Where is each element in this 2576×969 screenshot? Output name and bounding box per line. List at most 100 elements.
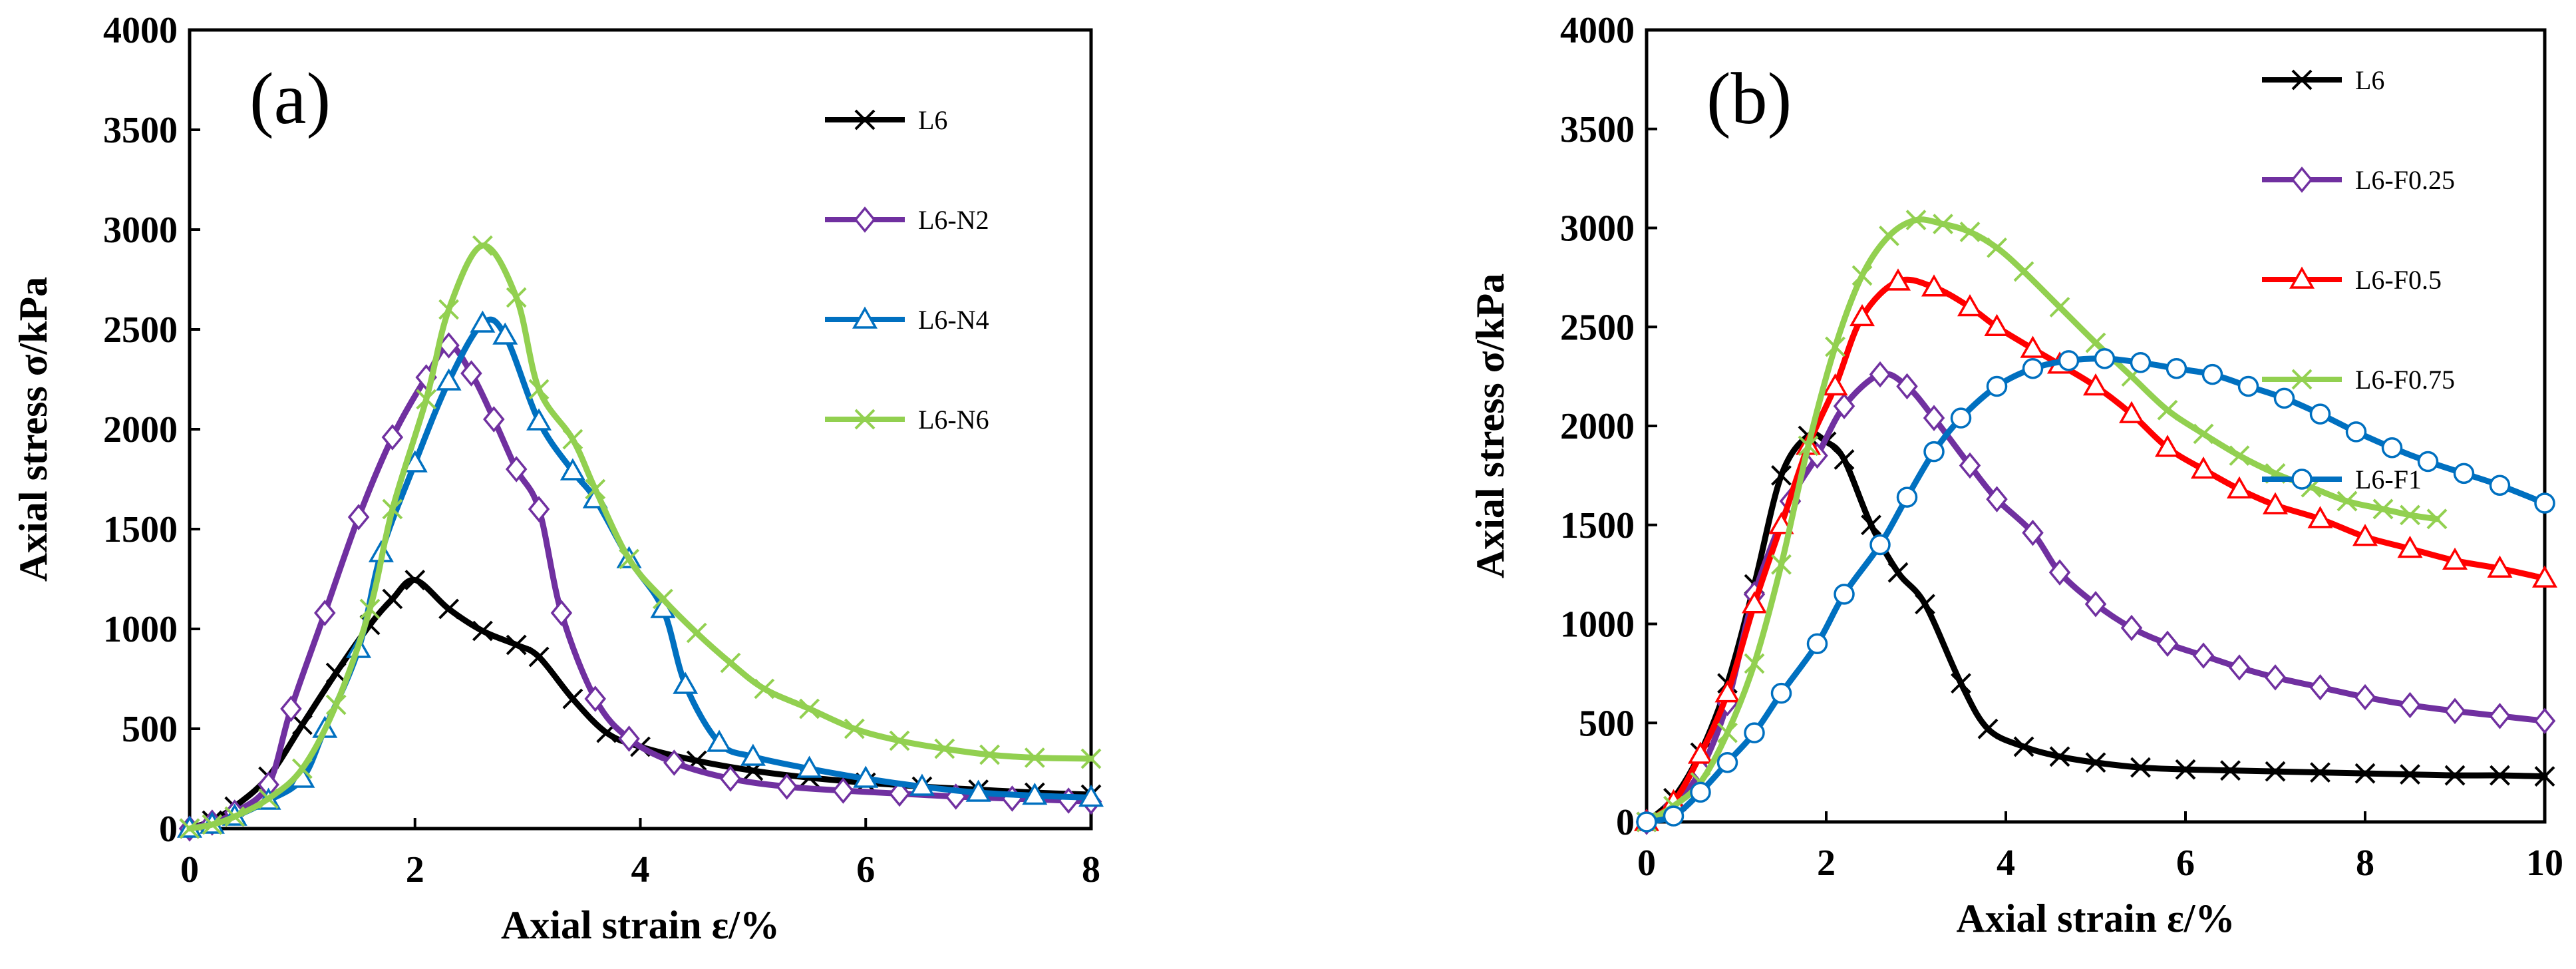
data-point bbox=[2265, 761, 2286, 782]
legend-label: L6-F0.5 bbox=[2355, 265, 2442, 295]
data-point bbox=[2273, 387, 2295, 409]
x-tick-label: 2 bbox=[1817, 843, 1836, 884]
legend-item: L6-N2 bbox=[825, 205, 989, 235]
data-point bbox=[1744, 722, 1765, 743]
data-point bbox=[2094, 348, 2116, 369]
data-point bbox=[2352, 524, 2378, 546]
legend-label: L6-F0.75 bbox=[2355, 365, 2455, 395]
data-point bbox=[2013, 261, 2034, 282]
data-point bbox=[1690, 781, 1711, 803]
data-point bbox=[1744, 653, 1765, 674]
data-point bbox=[2166, 357, 2187, 379]
x-tick-label: 8 bbox=[1082, 849, 1100, 890]
data-point bbox=[506, 287, 527, 308]
y-tick-label: 1500 bbox=[103, 509, 178, 550]
data-point bbox=[562, 688, 583, 709]
data-point bbox=[2372, 498, 2394, 520]
data-point bbox=[560, 458, 585, 481]
legend-marker bbox=[2291, 469, 2313, 490]
data-point bbox=[1933, 214, 1953, 234]
x-tick-label: 6 bbox=[856, 849, 875, 890]
data-point bbox=[909, 773, 935, 796]
data-point bbox=[2201, 363, 2223, 385]
data-point bbox=[1921, 274, 1947, 297]
data-point bbox=[1636, 811, 1657, 833]
legend-label: L6 bbox=[918, 105, 947, 135]
data-point bbox=[492, 322, 518, 345]
data-point bbox=[1869, 534, 1891, 556]
x-tick-label: 6 bbox=[2176, 843, 2195, 884]
data-point bbox=[1905, 210, 1927, 231]
legend-label: L6-F1 bbox=[2355, 465, 2422, 494]
data-point bbox=[1714, 680, 1740, 703]
y-tick-label: 2500 bbox=[103, 309, 178, 351]
data-point bbox=[2307, 506, 2333, 528]
data-point bbox=[2381, 437, 2403, 459]
data-point bbox=[1887, 562, 1909, 583]
data-point bbox=[460, 360, 482, 387]
data-point bbox=[2220, 760, 2241, 781]
data-point bbox=[2489, 703, 2511, 729]
data-point bbox=[799, 698, 820, 719]
data-point bbox=[2354, 763, 2376, 784]
data-point bbox=[754, 678, 775, 699]
data-point bbox=[416, 389, 437, 410]
data-point bbox=[2085, 752, 2106, 773]
y-tick-label: 4000 bbox=[1560, 10, 1635, 51]
data-point bbox=[2309, 403, 2331, 425]
data-point bbox=[965, 779, 991, 802]
data-point bbox=[506, 634, 527, 656]
data-point bbox=[2229, 445, 2250, 467]
data-point bbox=[1957, 293, 1983, 317]
data-point bbox=[2444, 765, 2466, 786]
data-point bbox=[381, 424, 404, 451]
data-point bbox=[1915, 594, 1935, 615]
data-point bbox=[472, 235, 493, 256]
y-tick-label: 3000 bbox=[103, 210, 178, 251]
legend-item: L6-F0.25 bbox=[2262, 165, 2455, 195]
data-point bbox=[1869, 361, 1891, 388]
data-point bbox=[832, 777, 854, 804]
data-point bbox=[2084, 590, 2107, 618]
data-point bbox=[2262, 492, 2289, 514]
data-point bbox=[2082, 373, 2109, 396]
data-point bbox=[2345, 421, 2367, 443]
data-point bbox=[325, 662, 347, 683]
data-point bbox=[584, 685, 607, 712]
data-point bbox=[1080, 748, 1102, 769]
panel-label: (b) bbox=[1706, 58, 1792, 139]
data-point bbox=[2489, 475, 2511, 496]
data-point bbox=[1798, 435, 1819, 457]
y-axis-title: Axial stress σ/kPa bbox=[11, 277, 55, 582]
data-point bbox=[2154, 435, 2181, 457]
data-point bbox=[720, 652, 741, 674]
y-tick-label: 4000 bbox=[103, 10, 178, 51]
data-point bbox=[2531, 565, 2558, 588]
legend-item: L6 bbox=[825, 105, 947, 135]
data-point bbox=[2058, 350, 2080, 371]
data-point bbox=[562, 429, 583, 450]
data-point bbox=[280, 695, 302, 722]
legend-label: L6-N6 bbox=[918, 405, 989, 435]
data-point bbox=[528, 496, 550, 522]
data-point bbox=[663, 749, 685, 776]
series-line bbox=[186, 342, 1094, 832]
data-point bbox=[2336, 490, 2358, 512]
data-point bbox=[619, 548, 639, 570]
data-point bbox=[1834, 449, 1855, 470]
data-point bbox=[179, 818, 200, 839]
data-point bbox=[526, 408, 552, 431]
data-point bbox=[1959, 222, 1981, 242]
data-point bbox=[1806, 633, 1828, 654]
data-point bbox=[359, 598, 381, 620]
data-point bbox=[2130, 352, 2152, 373]
data-point bbox=[436, 368, 462, 391]
data-point bbox=[291, 758, 313, 779]
data-point bbox=[740, 743, 766, 766]
data-point bbox=[2400, 504, 2420, 526]
data-point bbox=[1986, 486, 2008, 512]
data-point bbox=[2444, 697, 2466, 725]
data-point bbox=[673, 672, 699, 694]
data-point bbox=[1986, 375, 2008, 397]
